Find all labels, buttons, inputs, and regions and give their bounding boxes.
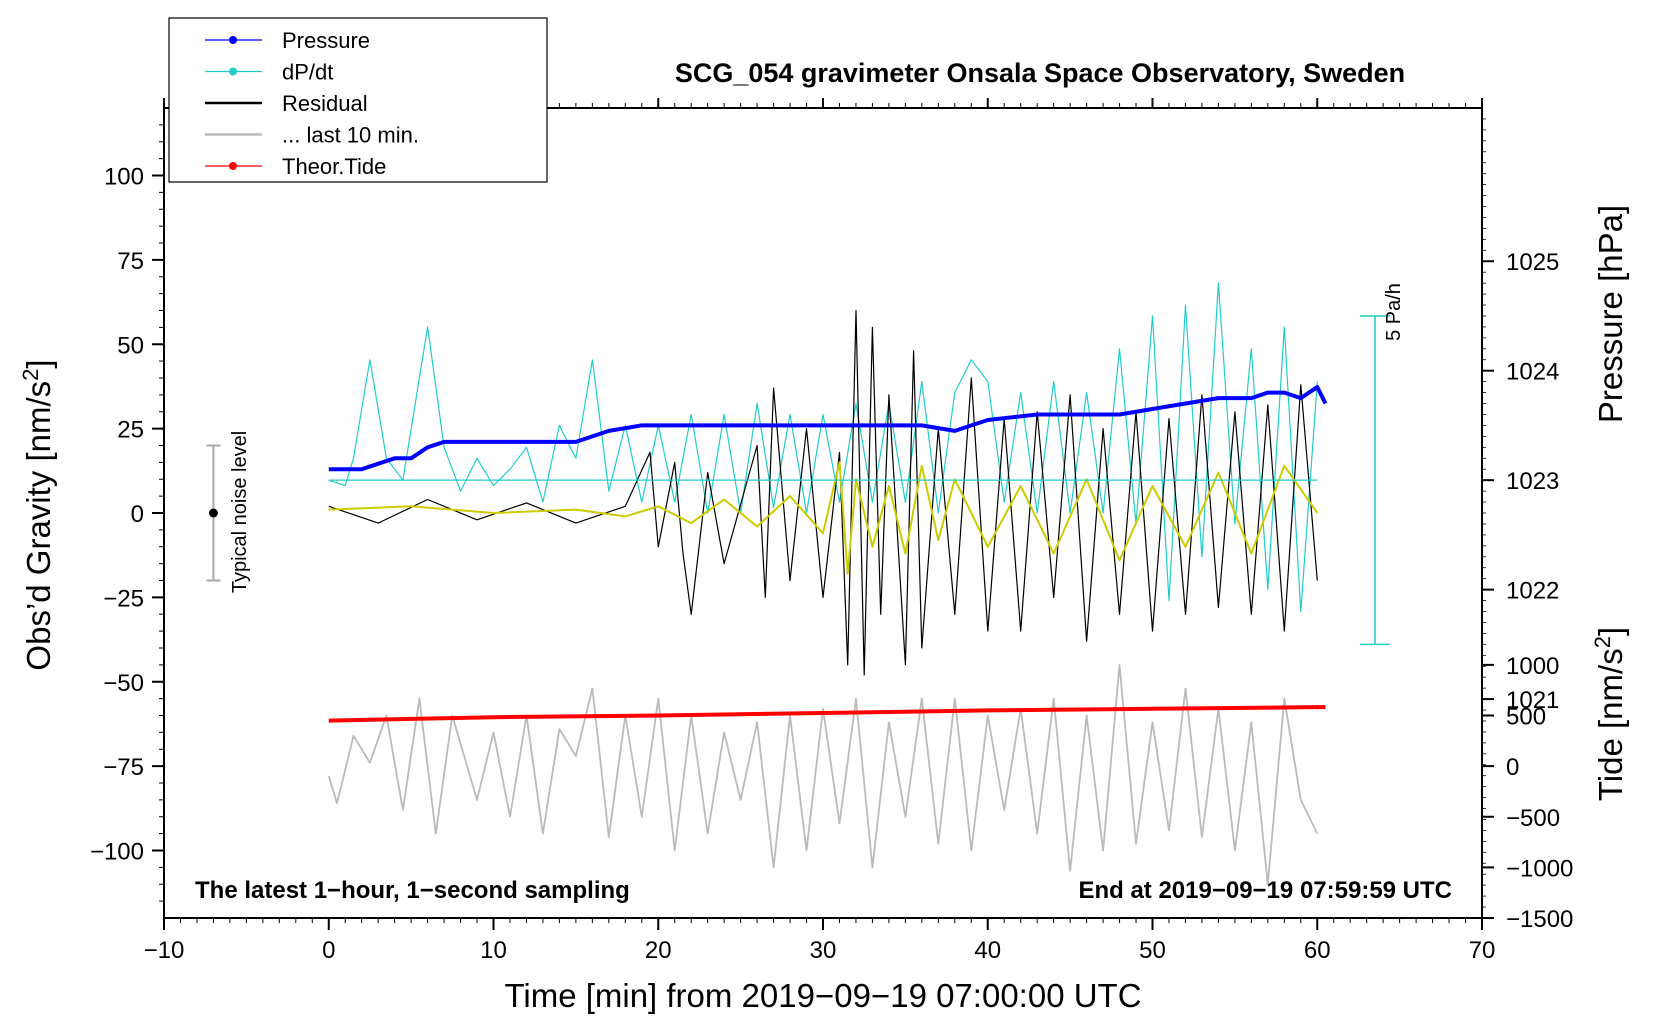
y-axis-label-tide: Tide [nm/s2] [1590, 627, 1630, 801]
x-tick-label: 0 [322, 937, 335, 964]
legend-label: Pressure [282, 28, 370, 53]
x-tick-label: −10 [144, 937, 185, 964]
tide-tick-label: 0 [1506, 754, 1519, 781]
y-tick-label: 0 [131, 501, 144, 528]
x-axis-label: Time [min] from 2019−09−19 07:00:00 UTC [504, 977, 1141, 1014]
pressure-tick-label: 1021 [1506, 687, 1559, 714]
x-tick-label: 30 [810, 937, 837, 964]
x-tick-label: 40 [974, 937, 1001, 964]
tide-tick-label: 1000 [1506, 653, 1559, 680]
x-tick-label: 70 [1469, 937, 1496, 964]
y-tick-label: −100 [90, 839, 144, 866]
x-tick-label: 10 [480, 937, 507, 964]
plot-frame [163, 107, 1483, 919]
legend-label: ... last 10 min. [282, 123, 419, 148]
legend-label: dP/dt [282, 60, 333, 85]
y-axis-label-left: Obs’d Gravity [nm/s2] [18, 359, 58, 670]
y-tick-label: 100 [104, 164, 144, 191]
legend-marker [229, 162, 237, 170]
y-axis-label-pressure: Pressure [hPa] [1592, 205, 1629, 423]
legend-marker [229, 67, 237, 76]
y-tick-label: −75 [103, 754, 144, 781]
chart-title: SCG_054 gravimeter Onsala Space Observat… [675, 58, 1405, 88]
legend-marker [229, 36, 237, 44]
legend-label: Theor.Tide [282, 154, 386, 179]
x-tick-label: 50 [1139, 937, 1166, 964]
tide-tick-label: 500 [1506, 704, 1546, 731]
theor-tide-line [328, 705, 1326, 723]
legend-label: Residual [282, 91, 368, 116]
tide-tick-label: −500 [1506, 805, 1560, 832]
x-tick-label: 20 [645, 937, 672, 964]
pressure-line [328, 385, 1328, 472]
y-tick-label: −25 [103, 585, 144, 612]
y-tick-label: 50 [117, 332, 144, 359]
noise-level-label: Typical noise level [229, 431, 251, 593]
legend-box [168, 17, 548, 183]
pressure-tick-label: 1024 [1506, 359, 1559, 386]
x-tick-label: 60 [1304, 937, 1331, 964]
last-10-min-line [327, 664, 1319, 886]
y-tick-label: 25 [117, 417, 144, 444]
pressure-tick-label: 1023 [1506, 468, 1559, 495]
pressure-tick-label: 1025 [1506, 249, 1559, 276]
note-left: The latest 1−hour, 1−second sampling [195, 877, 630, 904]
residual-line [328, 309, 1318, 676]
pressure-tick-label: 1022 [1506, 578, 1559, 605]
legend: Pressure dP/dt Residual ... last 10 min. The… [168, 17, 548, 183]
y-tick-label: 75 [117, 248, 144, 275]
dpdt-scale-label: 5 Pa/h [1383, 283, 1405, 341]
tide-tick-label: −1000 [1506, 855, 1573, 882]
residual-smoothed-line [328, 461, 1319, 575]
dpdt-line [328, 282, 1318, 613]
tide-tick-label: −1500 [1506, 906, 1573, 933]
y-tick-label: −50 [103, 670, 144, 697]
note-right: End at 2019−09−19 07:59:59 UTC [1078, 877, 1452, 904]
noise-bar-center-dot [208, 508, 218, 518]
